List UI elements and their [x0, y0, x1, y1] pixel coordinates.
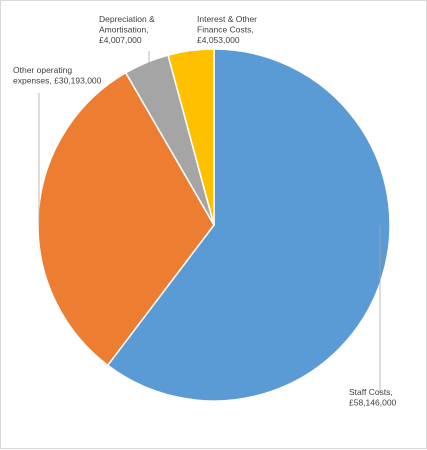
pie-slice-other-operating-expenses: [37, 71, 215, 367]
data-label-line: £58,146,000: [349, 398, 397, 408]
pie-slice-interest-other-finance-costs: [167, 48, 215, 226]
data-label-line: Amortisation,: [99, 25, 149, 35]
data-label: Staff Costs, £58,146,000: [349, 387, 397, 408]
data-label-line: Finance Costs,: [197, 25, 254, 35]
data-label-line: Other operating: [13, 65, 72, 75]
data-label-line: Depreciation &: [99, 14, 155, 24]
data-label-line: expenses, £30,193,000: [13, 76, 102, 86]
data-label-line: Staff Costs,: [349, 387, 393, 397]
data-label: Other operating expenses, £30,193,000: [13, 65, 102, 86]
pie-slice-staff-costs: [106, 48, 391, 402]
data-label: Interest & Other Finance Costs, £4,053,000: [197, 14, 257, 45]
data-label: Depreciation & Amortisation, £4,007,000: [99, 14, 155, 45]
data-label-line: Interest & Other: [197, 14, 257, 24]
data-label-line: £4,007,000: [99, 35, 142, 45]
leader-lines: [38, 51, 381, 393]
data-labels: Staff Costs, £58,146,000 Other operating ex…: [13, 14, 397, 408]
data-label-line: £4,053,000: [197, 35, 240, 45]
pie-slices: [37, 48, 391, 402]
